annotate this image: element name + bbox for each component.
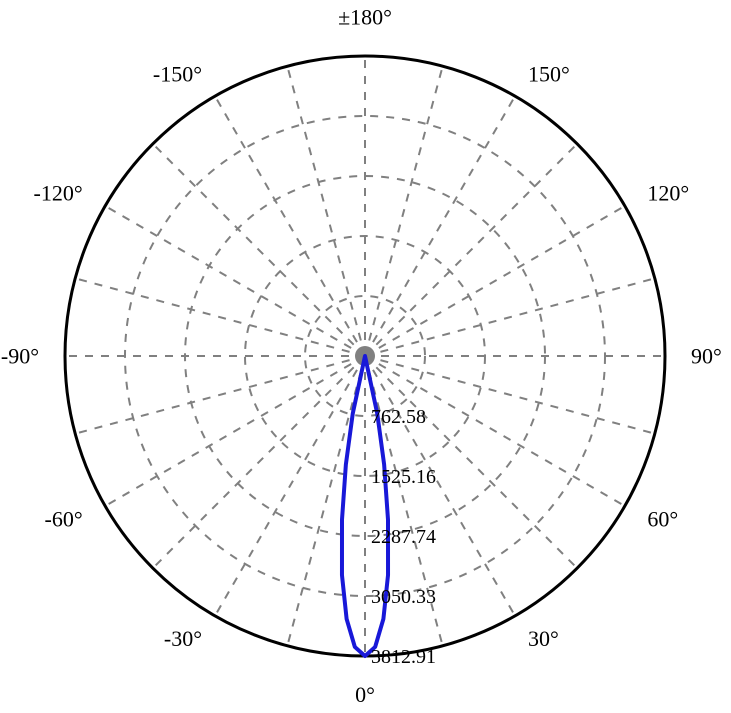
radial-tick-label: 2287.74 [371,526,436,548]
angle-label: -60° [45,507,83,532]
angle-label: -90° [1,344,39,369]
angle-label: 90° [691,344,722,369]
angle-label: -120° [34,181,83,206]
angle-label: -150° [153,61,202,86]
angle-label: 60° [647,507,678,532]
angle-label: -30° [164,626,202,651]
radial-tick-label: 3812.91 [371,646,436,668]
radial-tick-label: 1525.16 [371,466,436,488]
polar-chart: ±180° -150° 150° -120° 120° -90° 90° -60° 60° -30… [0,0,731,713]
angle-label: 0° [355,682,375,707]
angle-label: ±180° [338,5,392,30]
angle-label: 30° [528,626,559,651]
radial-tick-label: 3050.33 [371,586,436,608]
radial-tick-label: 762.58 [371,406,426,428]
angle-label: 120° [647,181,689,206]
angle-label: 150° [528,61,570,86]
